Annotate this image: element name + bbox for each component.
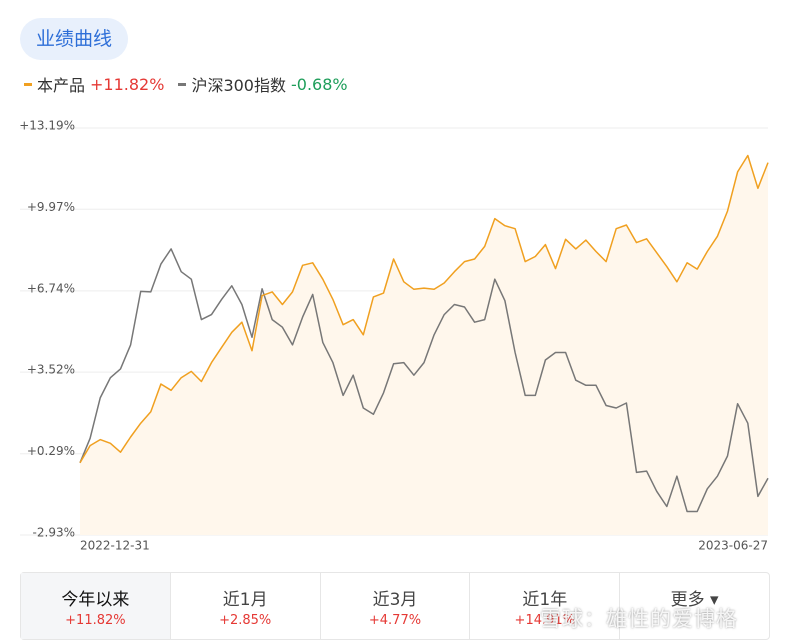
x-tick-label: 2022-12-31 <box>80 539 150 553</box>
series-line <box>79 154 769 464</box>
tab-value: +11.82% <box>65 613 126 628</box>
legend-name: 沪深300指数 <box>191 76 286 95</box>
period-tab[interactable]: 近1月 +2.85% <box>171 573 321 639</box>
y-tick-label: +0.29% <box>27 444 75 458</box>
period-tabs: 今年以来 +11.82% 近1月 +2.85% 近3月 +4.77% 近1年 +14.91% 更… <box>20 572 770 640</box>
chart: +13.19% +9.97% +6.74% +3.52% +0.29% -2.93% 202… <box>19 119 769 553</box>
x-tick-label: 2023-06-27 <box>698 539 768 553</box>
legend-swatch <box>178 82 187 86</box>
legend-swatch <box>24 82 32 86</box>
tab-value: +2.85% <box>219 613 272 628</box>
legend-item: 本产品 +11.82% <box>24 72 164 96</box>
period-tab[interactable]: 近1年 +14.91% <box>470 573 621 639</box>
area <box>80 155 768 535</box>
section-tag: 业绩曲线 <box>20 18 129 60</box>
period-tab[interactable]: 今年以来 +11.82% <box>21 573 171 639</box>
y-tick-label: +6.74% <box>27 281 75 295</box>
tab-value: +4.77% <box>368 613 422 628</box>
y-tick-label: +9.97% <box>27 200 75 214</box>
period-tab[interactable]: 近3月 +4.77% <box>321 573 471 639</box>
legend: 本产品 +11.82% 沪深300指数 -0.68% <box>24 72 348 96</box>
tab-label: 近1年 <box>522 590 568 610</box>
tab-value: +14.91% <box>514 613 576 628</box>
y-tick-label: +3.52% <box>27 363 75 377</box>
tab-label: 更多 ▾ <box>670 590 719 610</box>
legend-item: 沪深300指数 -0.68% <box>178 72 348 96</box>
watermark: 雪球：雄性的爱博格 <box>540 607 738 631</box>
y-tick-label: +13.19% <box>19 119 75 133</box>
legend-return: +11.82% <box>90 74 165 94</box>
tab-label: 今年以来 <box>61 590 130 610</box>
period-tab[interactable]: 更多 ▾ <box>620 573 769 639</box>
tab-label: 近3月 <box>372 590 418 610</box>
y-tick-label: -2.93% <box>33 526 75 540</box>
legend-name: 本产品 <box>37 76 86 95</box>
tab-label: 近1月 <box>222 590 268 610</box>
legend-return: -0.68% <box>290 74 348 94</box>
series-line <box>79 248 769 513</box>
